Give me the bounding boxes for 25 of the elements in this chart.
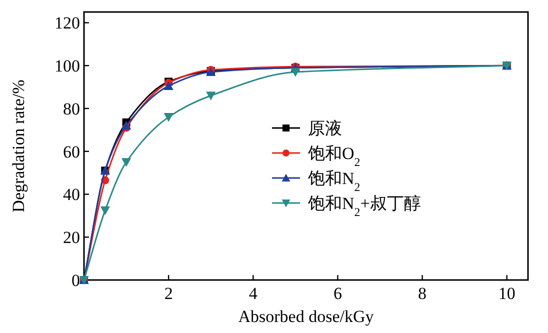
y-tick-label: 0 [72,271,80,290]
legend-label: 饱和O$_{2}$ [307,144,360,169]
point [164,81,174,90]
y-tick-label: 20 [63,228,80,248]
y-tick-label: 60 [63,142,80,162]
legend-label: 原液 [308,119,342,138]
y-tick-label: 80 [63,99,80,118]
point [100,206,110,216]
y-tick-label: 100 [54,56,80,76]
x-tick-label: 2 [164,284,173,303]
point [121,120,132,130]
x-tick-label: 10 [498,284,516,303]
x-tick-label: 4 [248,284,258,303]
point [290,68,300,77]
y-tick-label: 40 [63,185,80,204]
point [206,92,216,100]
x-tick-label: 8 [418,284,427,303]
legend-label: 饱和N$_{2}$+叔丁醇 [307,194,421,219]
y-axis-title: Degradation rate/% [9,80,28,212]
legend-label: 饱和N$_{2}$ [307,169,360,194]
x-axis-title: Absorbed dose/kGy [238,307,374,326]
point [164,113,174,122]
x-tick-label: 6 [333,284,342,303]
point [121,158,132,167]
y-tick-label: 120 [54,14,80,33]
